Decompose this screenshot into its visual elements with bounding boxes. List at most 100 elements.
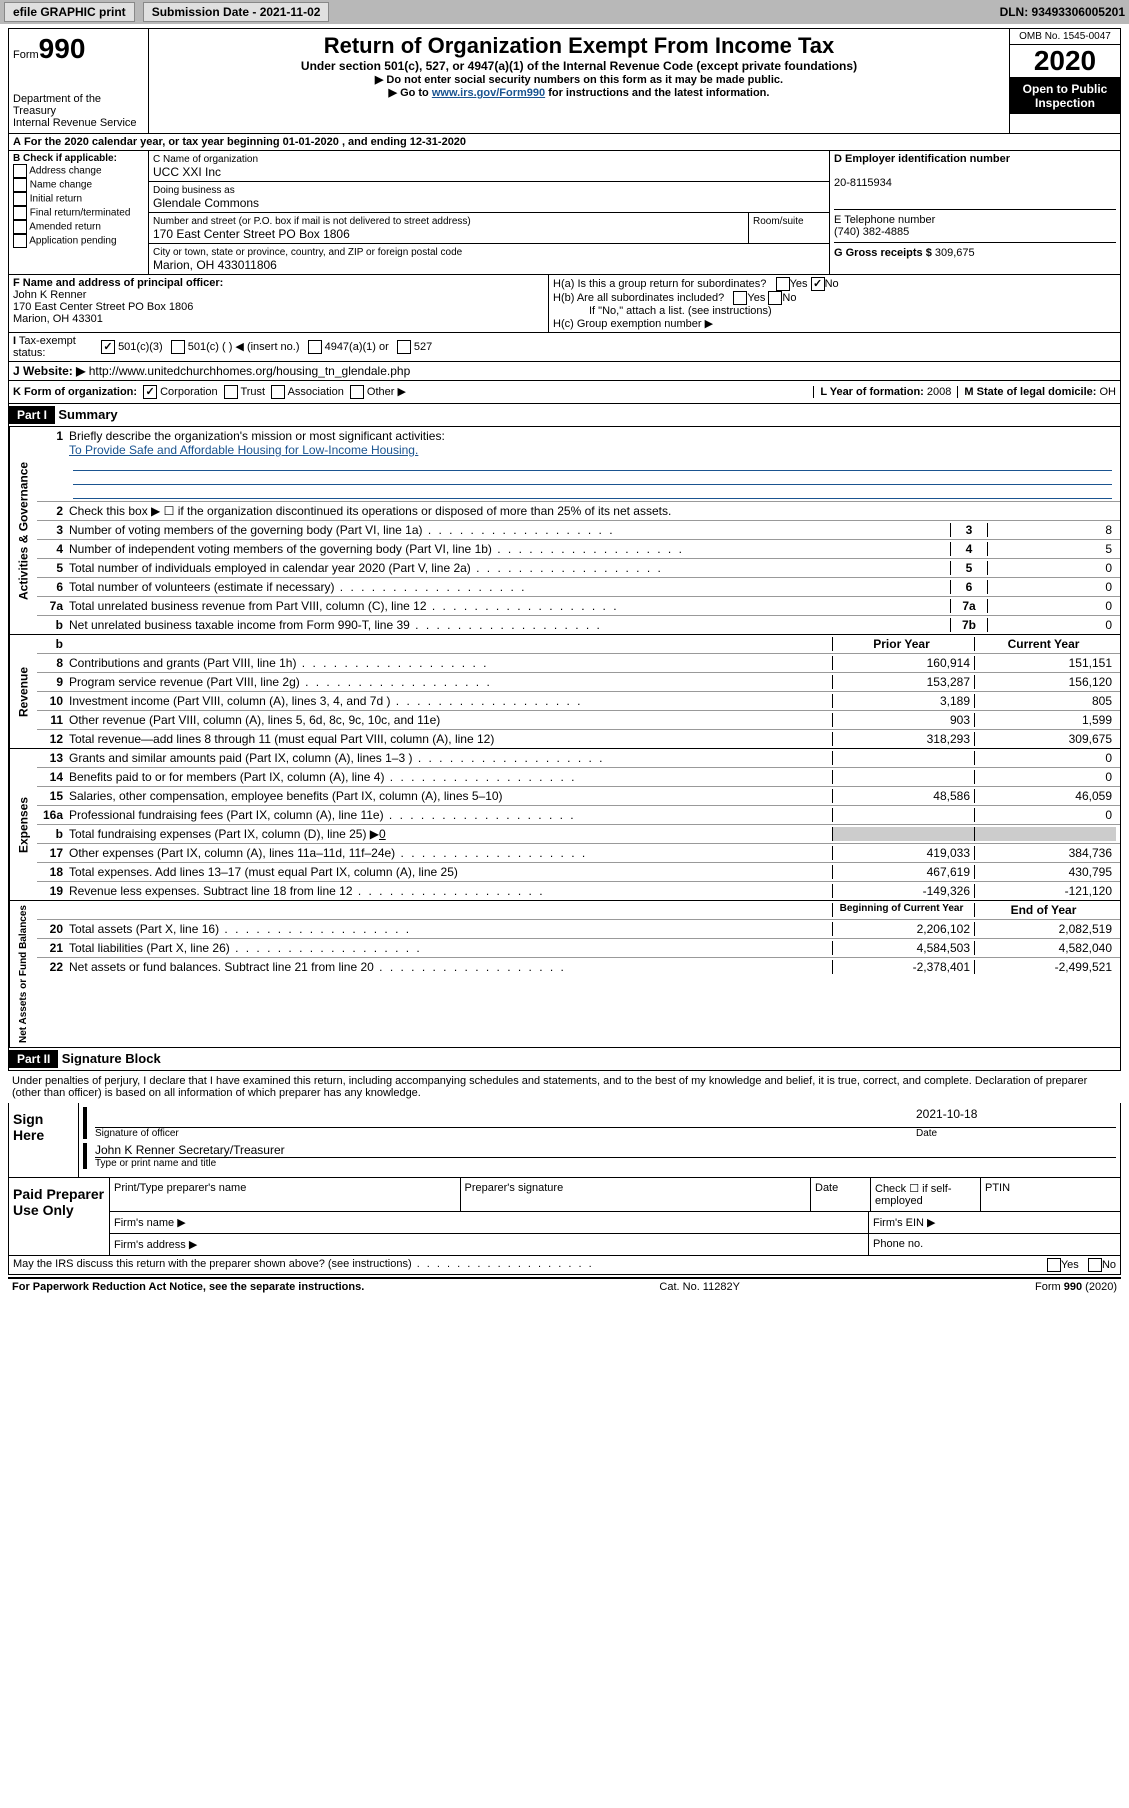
l16a-prior bbox=[832, 808, 974, 822]
l20-current: 2,082,519 bbox=[974, 922, 1116, 936]
website-label: J Website: ▶ bbox=[13, 364, 85, 378]
tax-year: 2020 bbox=[1010, 45, 1120, 78]
l19-prior: -149,326 bbox=[832, 884, 974, 898]
l10-prior: 3,189 bbox=[832, 694, 974, 708]
toolbar: efile GRAPHIC print Submission Date - 20… bbox=[0, 0, 1129, 24]
officer-name: John K Renner bbox=[13, 289, 86, 301]
l12-prior: 318,293 bbox=[832, 732, 974, 746]
l9-prior: 153,287 bbox=[832, 675, 974, 689]
street-address: 170 East Center Street PO Box 1806 bbox=[153, 227, 350, 241]
l13-current: 0 bbox=[974, 751, 1116, 765]
footer-right: Form 990 (2020) bbox=[1035, 1281, 1117, 1293]
phone-label: E Telephone number bbox=[834, 214, 935, 226]
irs-link[interactable]: www.irs.gov/Form990 bbox=[432, 87, 545, 99]
l4-val: 5 bbox=[988, 542, 1116, 556]
l10-current: 805 bbox=[974, 694, 1116, 708]
part1-header: Part I bbox=[9, 406, 55, 424]
hb-label: H(b) Are all subordinates included? bbox=[553, 292, 724, 304]
l7b-val: 0 bbox=[988, 618, 1116, 632]
l17-prior: 419,033 bbox=[832, 846, 974, 860]
city-label: City or town, state or province, country… bbox=[153, 247, 462, 258]
ein-label: D Employer identification number bbox=[834, 153, 1010, 165]
website-url: http://www.unitedchurchhomes.org/housing… bbox=[89, 364, 411, 378]
tax-exempt-label: Tax-exempt status: bbox=[13, 335, 76, 359]
l18-current: 430,795 bbox=[974, 865, 1116, 879]
domicile-state: OH bbox=[1100, 386, 1117, 398]
l3-val: 8 bbox=[988, 523, 1116, 537]
note-goto-post: for instructions and the latest informat… bbox=[545, 87, 769, 99]
governance-label: Activities & Governance bbox=[9, 427, 37, 634]
officer-signed-name: John K Renner Secretary/Treasurer bbox=[95, 1143, 1116, 1157]
box-b: B Check if applicable: Address change Na… bbox=[9, 151, 149, 274]
l20-prior: 2,206,102 bbox=[832, 922, 974, 936]
revenue-label: Revenue bbox=[9, 635, 37, 748]
department: Department of the Treasury Internal Reve… bbox=[13, 93, 144, 129]
l11-current: 1,599 bbox=[974, 713, 1116, 727]
form-label: Form bbox=[13, 49, 39, 61]
addr-label: Number and street (or P.O. box if mail i… bbox=[153, 216, 471, 227]
l16a-current: 0 bbox=[974, 808, 1116, 822]
l11-prior: 903 bbox=[832, 713, 974, 727]
form-header: Form990 Department of the Treasury Inter… bbox=[8, 28, 1121, 134]
part2-header: Part II bbox=[9, 1050, 58, 1068]
l12-current: 309,675 bbox=[974, 732, 1116, 746]
line-a: A For the 2020 calendar year, or tax yea… bbox=[8, 134, 1121, 151]
l16b-val: 0 bbox=[379, 827, 386, 841]
room-label: Room/suite bbox=[753, 216, 804, 227]
gross-value: 309,675 bbox=[935, 247, 975, 259]
year-formed: 2008 bbox=[927, 386, 951, 398]
gross-label: G Gross receipts $ bbox=[834, 247, 932, 259]
phone-value: (740) 382-4885 bbox=[834, 226, 909, 238]
name-label: C Name of organization bbox=[153, 154, 258, 165]
dba-value: Glendale Commons bbox=[153, 196, 259, 210]
hb-note: If "No," attach a list. (see instruction… bbox=[553, 305, 1116, 317]
sign-here-label: Sign Here bbox=[9, 1103, 79, 1177]
l21-prior: 4,584,503 bbox=[832, 941, 974, 955]
l6-val: 0 bbox=[988, 580, 1116, 594]
l15-prior: 48,586 bbox=[832, 789, 974, 803]
dba-label: Doing business as bbox=[153, 185, 235, 196]
form-number: 990 bbox=[39, 33, 86, 64]
discuss-question: May the IRS discuss this return with the… bbox=[13, 1258, 594, 1272]
k-label: K Form of organization: bbox=[13, 386, 137, 398]
form-title: Return of Organization Exempt From Incom… bbox=[153, 33, 1005, 59]
l8-current: 151,151 bbox=[974, 656, 1116, 670]
paid-preparer-label: Paid Preparer Use Only bbox=[9, 1178, 109, 1255]
footer-center: Cat. No. 11282Y bbox=[659, 1281, 740, 1293]
officer-label: F Name and address of principal officer: bbox=[13, 277, 223, 289]
l22-current: -2,499,521 bbox=[974, 960, 1116, 974]
omb-number: OMB No. 1545-0047 bbox=[1010, 29, 1120, 45]
ha-label: H(a) Is this a group return for subordin… bbox=[553, 278, 766, 290]
mission-text: To Provide Safe and Affordable Housing f… bbox=[69, 443, 418, 457]
form-subtitle: Under section 501(c), 527, or 4947(a)(1)… bbox=[153, 59, 1005, 73]
l8-prior: 160,914 bbox=[832, 656, 974, 670]
hc-label: H(c) Group exemption number ▶ bbox=[553, 317, 1116, 330]
l5-val: 0 bbox=[988, 561, 1116, 575]
l19-current: -121,120 bbox=[974, 884, 1116, 898]
net-assets-label: Net Assets or Fund Balances bbox=[9, 901, 37, 1047]
l9-current: 156,120 bbox=[974, 675, 1116, 689]
dln: DLN: 93493306005201 bbox=[1000, 5, 1125, 19]
l15-current: 46,059 bbox=[974, 789, 1116, 803]
sig-date-value: 2021-10-18 bbox=[916, 1107, 1116, 1127]
l13-prior bbox=[832, 751, 974, 765]
l21-current: 4,582,040 bbox=[974, 941, 1116, 955]
ein-value: 20-8115934 bbox=[834, 177, 892, 189]
note-ssn: ▶ Do not enter social security numbers o… bbox=[153, 73, 1005, 86]
part1-title: Summary bbox=[58, 407, 117, 422]
footer-left: For Paperwork Reduction Act Notice, see … bbox=[12, 1281, 364, 1293]
l14-prior bbox=[832, 770, 974, 784]
part2-title: Signature Block bbox=[62, 1051, 161, 1066]
city-state-zip: Marion, OH 433011806 bbox=[153, 258, 277, 272]
l22-prior: -2,378,401 bbox=[832, 960, 974, 974]
efile-button[interactable]: efile GRAPHIC print bbox=[4, 2, 135, 22]
note-goto-pre: ▶ Go to bbox=[389, 87, 432, 99]
l7a-val: 0 bbox=[988, 599, 1116, 613]
l14-current: 0 bbox=[974, 770, 1116, 784]
officer-addr: 170 East Center Street PO Box 1806 bbox=[13, 301, 193, 313]
perjury-declaration: Under penalties of perjury, I declare th… bbox=[8, 1071, 1121, 1103]
org-name: UCC XXI Inc bbox=[153, 165, 221, 179]
open-to-public: Open to Public Inspection bbox=[1010, 78, 1120, 114]
submission-date: Submission Date - 2021-11-02 bbox=[143, 2, 330, 22]
officer-city: Marion, OH 43301 bbox=[13, 313, 103, 325]
